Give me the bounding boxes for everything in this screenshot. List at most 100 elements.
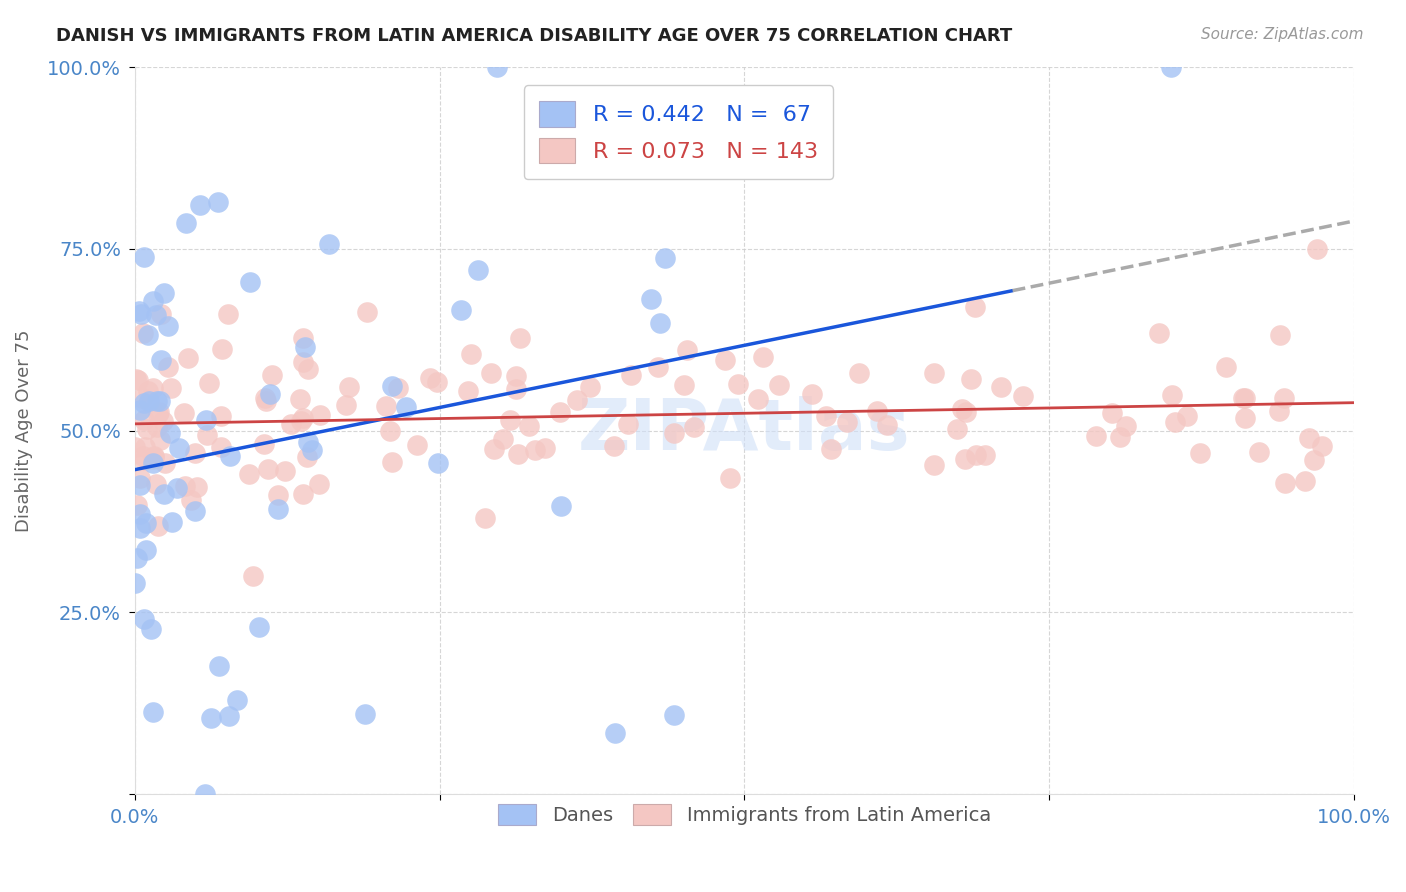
Point bbox=[188, 198, 211, 212]
Point bbox=[125, 551, 148, 566]
Point bbox=[209, 409, 232, 423]
Text: Source: ZipAtlas.com: Source: ZipAtlas.com bbox=[1201, 27, 1364, 42]
Point bbox=[1270, 327, 1292, 342]
Point bbox=[1011, 389, 1033, 403]
Point bbox=[184, 503, 207, 517]
Point bbox=[603, 439, 626, 453]
Point bbox=[167, 442, 190, 456]
Point bbox=[195, 428, 218, 442]
Point bbox=[467, 263, 489, 277]
Point bbox=[523, 443, 546, 458]
Point bbox=[159, 425, 181, 440]
Point bbox=[128, 508, 150, 522]
Point bbox=[837, 415, 859, 429]
Point bbox=[1272, 391, 1295, 405]
Point bbox=[186, 480, 208, 494]
Point bbox=[517, 419, 540, 434]
Point bbox=[129, 471, 152, 485]
Point bbox=[297, 435, 319, 450]
Point bbox=[132, 413, 155, 427]
Point bbox=[356, 305, 378, 319]
Point bbox=[257, 462, 280, 476]
Point bbox=[505, 368, 527, 383]
Point bbox=[211, 342, 233, 356]
Point bbox=[1175, 409, 1198, 424]
Y-axis label: Disability Age Over 75: Disability Age Over 75 bbox=[15, 329, 32, 532]
Point bbox=[127, 373, 149, 387]
Point bbox=[394, 401, 416, 415]
Point bbox=[419, 371, 441, 385]
Point bbox=[953, 452, 976, 467]
Point bbox=[866, 403, 889, 417]
Point bbox=[1164, 415, 1187, 429]
Text: ZIPAtlas: ZIPAtlas bbox=[578, 396, 911, 465]
Point bbox=[132, 326, 155, 341]
Point bbox=[290, 414, 312, 428]
Point bbox=[131, 391, 153, 405]
Point bbox=[198, 376, 221, 390]
Point bbox=[242, 569, 264, 583]
Point bbox=[1115, 419, 1137, 434]
Point bbox=[135, 543, 157, 558]
Point bbox=[714, 353, 737, 368]
Point bbox=[155, 456, 177, 470]
Point bbox=[509, 331, 531, 345]
Point bbox=[239, 275, 262, 289]
Point bbox=[450, 303, 472, 318]
Point bbox=[262, 368, 284, 382]
Point bbox=[153, 487, 176, 501]
Point bbox=[922, 367, 945, 381]
Point bbox=[801, 387, 824, 401]
Point bbox=[254, 394, 277, 409]
Point bbox=[603, 726, 626, 740]
Point bbox=[506, 447, 529, 461]
Point bbox=[145, 477, 167, 491]
Point bbox=[134, 440, 156, 454]
Point bbox=[254, 391, 277, 405]
Point bbox=[1188, 446, 1211, 460]
Point bbox=[499, 413, 522, 427]
Point bbox=[647, 360, 669, 375]
Point bbox=[491, 432, 513, 446]
Point bbox=[955, 405, 977, 419]
Text: DANISH VS IMMIGRANTS FROM LATIN AMERICA DISABILITY AGE OVER 75 CORRELATION CHART: DANISH VS IMMIGRANTS FROM LATIN AMERICA … bbox=[56, 27, 1012, 45]
Point bbox=[142, 456, 165, 470]
Point bbox=[1160, 60, 1182, 74]
Point bbox=[960, 371, 983, 385]
Point bbox=[291, 355, 314, 369]
Point bbox=[486, 60, 509, 74]
Point bbox=[683, 420, 706, 434]
Point bbox=[482, 442, 505, 457]
Point bbox=[128, 303, 150, 318]
Point bbox=[335, 398, 357, 412]
Point bbox=[219, 449, 242, 463]
Point bbox=[292, 487, 315, 501]
Point bbox=[180, 492, 202, 507]
Point bbox=[267, 501, 290, 516]
Point bbox=[378, 424, 401, 438]
Point bbox=[138, 394, 160, 409]
Point bbox=[297, 361, 319, 376]
Point bbox=[578, 380, 600, 394]
Legend: Danes, Immigrants from Latin America: Danes, Immigrants from Latin America bbox=[488, 795, 1001, 835]
Point bbox=[152, 414, 174, 428]
Point bbox=[318, 236, 340, 251]
Point bbox=[129, 521, 152, 535]
Point bbox=[550, 499, 572, 513]
Point bbox=[148, 433, 170, 447]
Point bbox=[1268, 403, 1291, 417]
Point bbox=[426, 375, 449, 389]
Point bbox=[876, 418, 898, 433]
Point bbox=[820, 442, 842, 457]
Point bbox=[387, 381, 409, 395]
Point bbox=[218, 709, 240, 723]
Point bbox=[288, 392, 311, 406]
Point bbox=[135, 422, 157, 436]
Point bbox=[294, 340, 316, 354]
Point bbox=[145, 308, 167, 322]
Point bbox=[1298, 431, 1320, 445]
Point bbox=[963, 300, 986, 314]
Point bbox=[142, 452, 165, 467]
Point bbox=[150, 352, 173, 367]
Point bbox=[136, 328, 159, 343]
